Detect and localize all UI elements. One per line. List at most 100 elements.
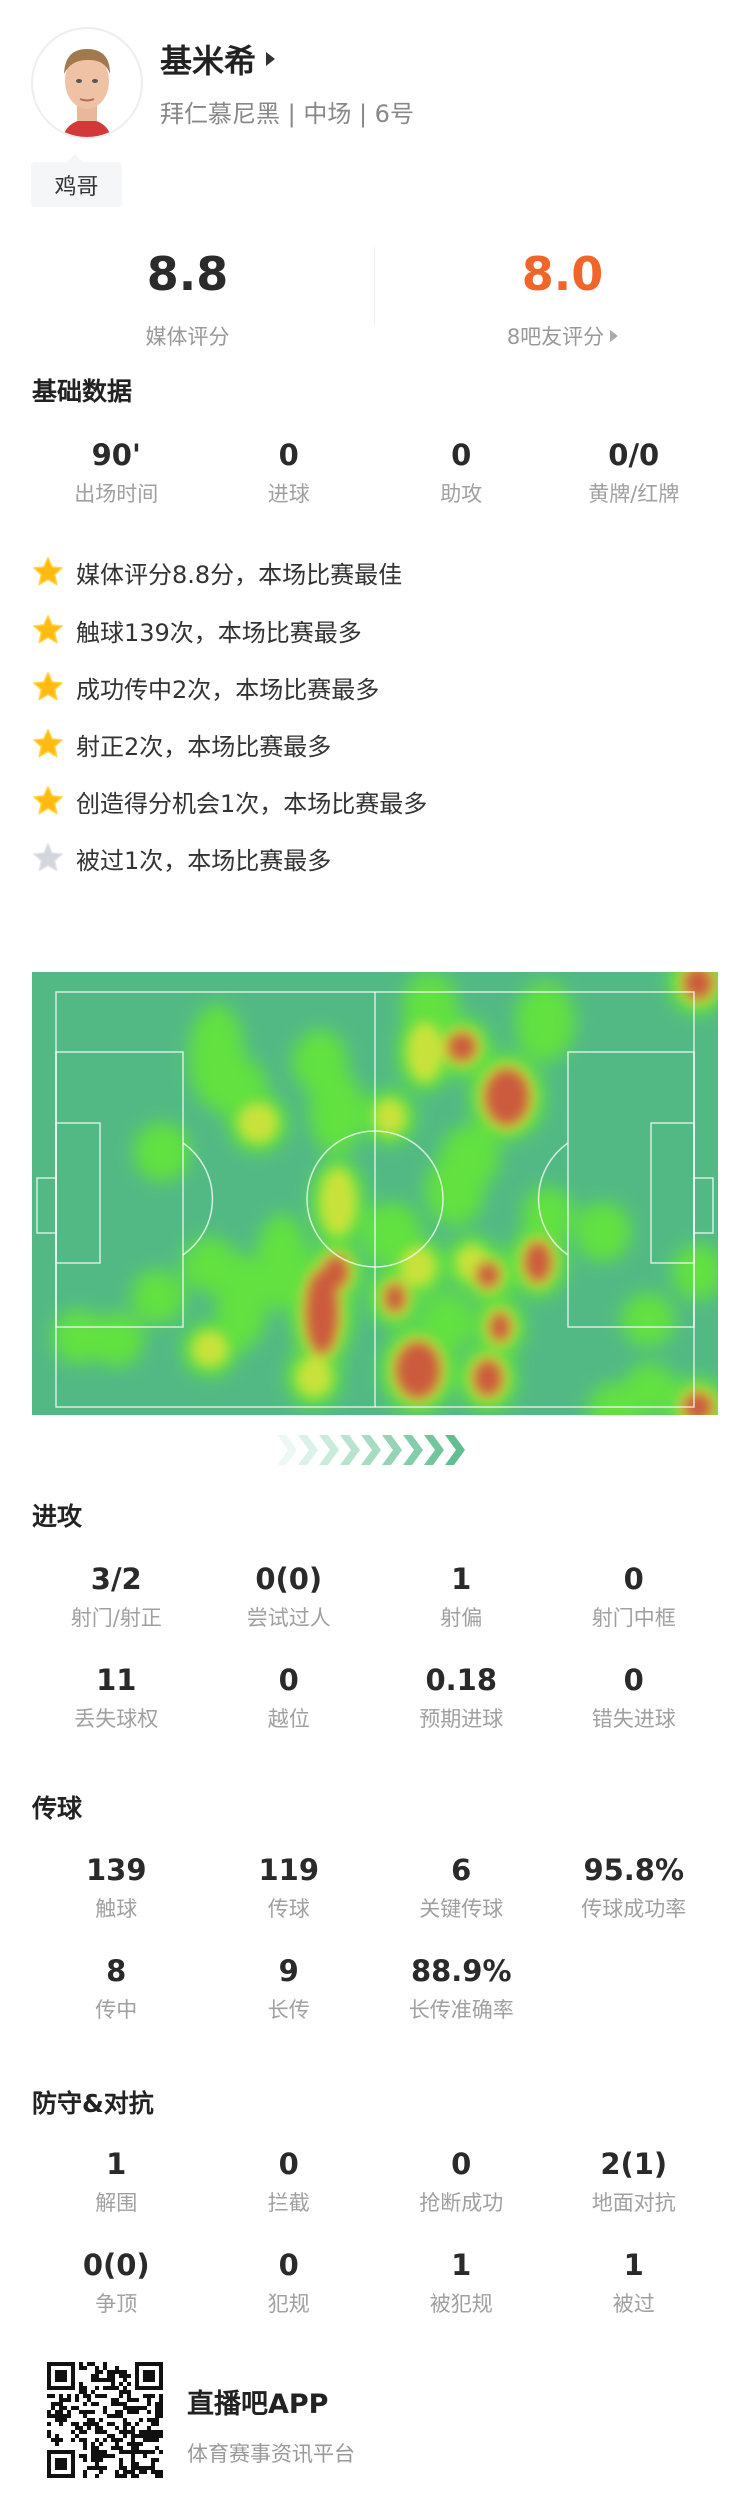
stat-label: 地面对抗 bbox=[591, 2191, 676, 2215]
heat-blob bbox=[216, 1254, 268, 1350]
fan-rating-value: 8.0 bbox=[521, 247, 604, 301]
stat-cell: 1 射偏 bbox=[375, 1565, 548, 1629]
heat-blob bbox=[320, 1168, 356, 1236]
heat-blob bbox=[672, 1244, 718, 1300]
stat-label: 黄牌/红牌 bbox=[588, 482, 680, 506]
heat-blob bbox=[448, 1033, 476, 1061]
stat-cell: 0 拦截 bbox=[203, 2150, 376, 2214]
heat-blob bbox=[684, 1393, 712, 1415]
stat-cell: 1 被犯规 bbox=[375, 2251, 548, 2315]
stat-cell: 0/0 黄牌/红牌 bbox=[548, 441, 721, 505]
stat-value: 119 bbox=[258, 1853, 320, 1887]
media-rating: 8.8 媒体评分 bbox=[0, 251, 375, 351]
stat-label: 解围 bbox=[95, 2191, 138, 2215]
stat-label: 助攻 bbox=[440, 482, 483, 506]
app-name: 直播吧APP bbox=[187, 2389, 329, 2420]
stat-label: 争顶 bbox=[95, 2292, 138, 2316]
heat-blob bbox=[374, 1099, 406, 1135]
chevron-right-icon bbox=[424, 1435, 444, 1465]
stat-value: 0.18 bbox=[425, 1663, 498, 1697]
heat-blob bbox=[131, 1270, 185, 1324]
stat-label: 抢断成功 bbox=[419, 2191, 504, 2215]
heat-layer-high bbox=[306, 972, 712, 1415]
stat-cell: 95.8% 传球成功率 bbox=[548, 1856, 721, 1920]
fan-rating[interactable]: 8.0 8吧友评分 bbox=[375, 251, 750, 351]
stat-label: 犯规 bbox=[267, 2292, 310, 2316]
highlight-text: 射正2次，本场比赛最多 bbox=[76, 732, 332, 761]
stat-value: 2(1) bbox=[600, 2147, 668, 2181]
divider bbox=[374, 247, 375, 325]
highlight-item: 创造得分机会1次，本场比赛最多 bbox=[30, 783, 427, 819]
stat-value: 1 bbox=[451, 1562, 472, 1596]
chevron-right-icon bbox=[382, 1435, 402, 1465]
stat-label: 射偏 bbox=[440, 1606, 483, 1630]
stat-label: 丢失球权 bbox=[74, 1707, 159, 1731]
defense-stats-grid: 1 解围 0 拦截 0 抢断成功 2(1) 地面对抗 0(0) 争顶 0 犯规 1 被犯规 1 被过 bbox=[30, 2150, 720, 2315]
star-icon bbox=[33, 672, 63, 701]
stat-value: 0 bbox=[623, 1562, 644, 1596]
star-icon bbox=[33, 729, 63, 758]
stat-value: 8 bbox=[106, 1954, 127, 1988]
media-rating-label: 媒体评分 bbox=[145, 325, 230, 349]
stat-cell: 0 助攻 bbox=[375, 441, 548, 505]
star-icon bbox=[33, 615, 63, 644]
stat-value: 95.8% bbox=[583, 1853, 685, 1887]
stat-value: 0(0) bbox=[255, 1562, 323, 1596]
stat-value: 0 bbox=[278, 438, 299, 472]
stat-value: 1 bbox=[106, 2147, 127, 2181]
heat-blob bbox=[400, 1247, 436, 1287]
stat-label: 拦截 bbox=[267, 2191, 310, 2215]
stat-value: 0 bbox=[278, 2147, 299, 2181]
heat-blob bbox=[396, 1342, 440, 1398]
heat-blob bbox=[515, 982, 575, 1062]
stat-cell: 88.9% 长传准确率 bbox=[375, 1957, 548, 2021]
stat-label: 触球 bbox=[95, 1897, 138, 1921]
heat-blob bbox=[525, 1242, 551, 1282]
heat-blob bbox=[324, 1256, 348, 1288]
heat-blob bbox=[474, 1360, 502, 1396]
stat-value: 0 bbox=[451, 2147, 472, 2181]
stat-label: 关键传球 bbox=[419, 1897, 504, 1921]
stat-value: 139 bbox=[85, 1853, 147, 1887]
stat-cell: 2(1) 地面对抗 bbox=[548, 2150, 721, 2214]
highlight-item: 媒体评分8.8分，本场比赛最佳 bbox=[30, 554, 402, 590]
highlight-text: 触球139次，本场比赛最多 bbox=[76, 618, 362, 647]
stat-value: 90' bbox=[91, 438, 141, 472]
highlight-text: 被过1次，本场比赛最多 bbox=[76, 846, 332, 875]
heat-blob bbox=[309, 1070, 365, 1154]
stat-cell: 0 犯规 bbox=[203, 2251, 376, 2315]
player-name-link[interactable]: 基米希 bbox=[160, 36, 276, 82]
stat-label: 被犯规 bbox=[429, 2292, 493, 2316]
attack-direction-arrows bbox=[277, 1435, 465, 1465]
caret-right-icon bbox=[610, 330, 619, 342]
player-photo bbox=[63, 49, 111, 137]
stat-label: 尝试过人 bbox=[246, 1606, 331, 1630]
stat-label: 传中 bbox=[95, 1998, 138, 2022]
chevron-right-icon bbox=[445, 1435, 465, 1465]
fan-rating-label: 8吧友评分 bbox=[506, 325, 605, 349]
star-icon bbox=[33, 557, 63, 586]
player-avatar[interactable] bbox=[31, 27, 143, 139]
heat-blob bbox=[296, 1357, 332, 1397]
stat-label: 错失进球 bbox=[591, 1707, 676, 1731]
passing-stats-grid: 139 触球 119 传球 6 关键传球 95.8% 传球成功率 8 传中 9 长传 88.9% 长传准确… bbox=[30, 1856, 720, 2021]
stat-cell: 0 越位 bbox=[203, 1666, 376, 1730]
stat-cell: 9 长传 bbox=[203, 1957, 376, 2021]
stat-cell: 0 抢断成功 bbox=[375, 2150, 548, 2214]
stat-label: 越位 bbox=[267, 1707, 310, 1731]
stat-label: 长传 bbox=[267, 1998, 310, 2022]
stat-cell: 139 触球 bbox=[30, 1856, 203, 1920]
heat-blob bbox=[238, 1103, 278, 1143]
stat-label: 出场时间 bbox=[74, 482, 159, 506]
media-rating-value: 8.8 bbox=[146, 247, 229, 301]
stat-label: 进球 bbox=[267, 482, 310, 506]
caret-right-icon bbox=[266, 52, 276, 66]
stat-value: 6 bbox=[451, 1853, 472, 1887]
stat-value: 3/2 bbox=[90, 1562, 142, 1596]
basic-stats-grid: 90' 出场时间 0 进球 0 助攻 0/0 黄牌/红牌 bbox=[30, 441, 720, 505]
stat-cell: 0 进球 bbox=[203, 441, 376, 505]
stat-label: 被过 bbox=[612, 2292, 655, 2316]
heat-blob bbox=[575, 1202, 631, 1262]
star-icon bbox=[33, 786, 63, 815]
qr-code[interactable] bbox=[45, 2362, 165, 2478]
